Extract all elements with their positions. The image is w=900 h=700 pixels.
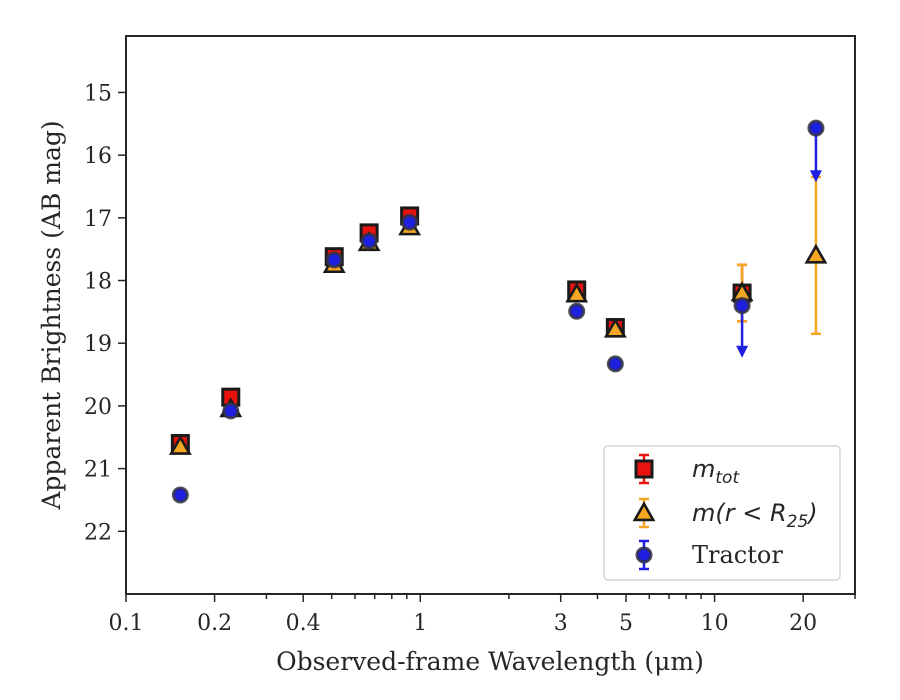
data-point — [807, 119, 825, 137]
y-tick-label: 18 — [84, 270, 112, 295]
x-tick-label: 20 — [789, 611, 817, 636]
y-tick-label: 17 — [84, 207, 112, 232]
data-point — [804, 243, 828, 264]
data-point — [222, 402, 240, 420]
x-tick-label: 5 — [619, 611, 633, 636]
legend-item-tractor: Tractor — [635, 539, 783, 571]
y-tick-label: 19 — [84, 332, 112, 357]
plot-frame — [125, 35, 856, 595]
data-point — [568, 302, 586, 320]
data-markers — [168, 119, 828, 504]
data-point — [325, 251, 343, 269]
y-axis: 15 16 17 18 19 20 21 22 — [84, 81, 126, 545]
series-m-r-r25- — [168, 175, 828, 455]
legend-item-m-r-r25-: m(r < R25) — [632, 497, 818, 532]
y-tick-label: 16 — [84, 144, 112, 169]
legend-label: m(r < R25) — [692, 499, 818, 532]
legend-label: Tractor — [692, 541, 783, 569]
data-point — [168, 434, 192, 455]
legend-label: mtot — [692, 455, 740, 488]
data-point — [733, 297, 751, 315]
data-point — [401, 213, 419, 231]
x-tick-label: 3 — [554, 611, 568, 636]
legend-item-m-tot: mtot — [634, 453, 740, 488]
data-point — [171, 486, 189, 504]
legend-marker — [632, 501, 656, 522]
y-axis-title: Apparent Brightness (AB mag) — [37, 120, 66, 510]
x-axis-title: Observed-frame Wavelength (μm) — [276, 647, 704, 676]
upper-limit-arrow — [809, 170, 822, 183]
series-m-tot — [170, 206, 752, 454]
series-tractor — [171, 119, 825, 504]
legend-marker — [634, 459, 654, 479]
data-point — [360, 232, 378, 250]
x-tick-label: 10 — [701, 611, 729, 636]
y-tick-label: 15 — [84, 81, 112, 106]
y-tick-label: 21 — [84, 458, 112, 483]
data-point — [565, 282, 589, 303]
x-tick-label: 0.1 — [109, 611, 144, 636]
y-tick-label: 22 — [84, 520, 112, 545]
x-tick-label: 1 — [413, 611, 427, 636]
legend: mtot m(r < R25) Tractor — [603, 445, 841, 581]
x-tick-label: 0.2 — [197, 611, 232, 636]
x-tick-label: 0.4 — [286, 611, 321, 636]
upper-limit-arrow — [736, 345, 749, 358]
x-axis: 0.1 0.2 0.4 1 3 5 10 20 — [109, 594, 856, 636]
data-point — [606, 355, 624, 373]
legend-box — [603, 445, 841, 581]
legend-marker — [635, 546, 653, 564]
data-point — [603, 317, 627, 338]
y-tick-label: 20 — [84, 395, 112, 420]
